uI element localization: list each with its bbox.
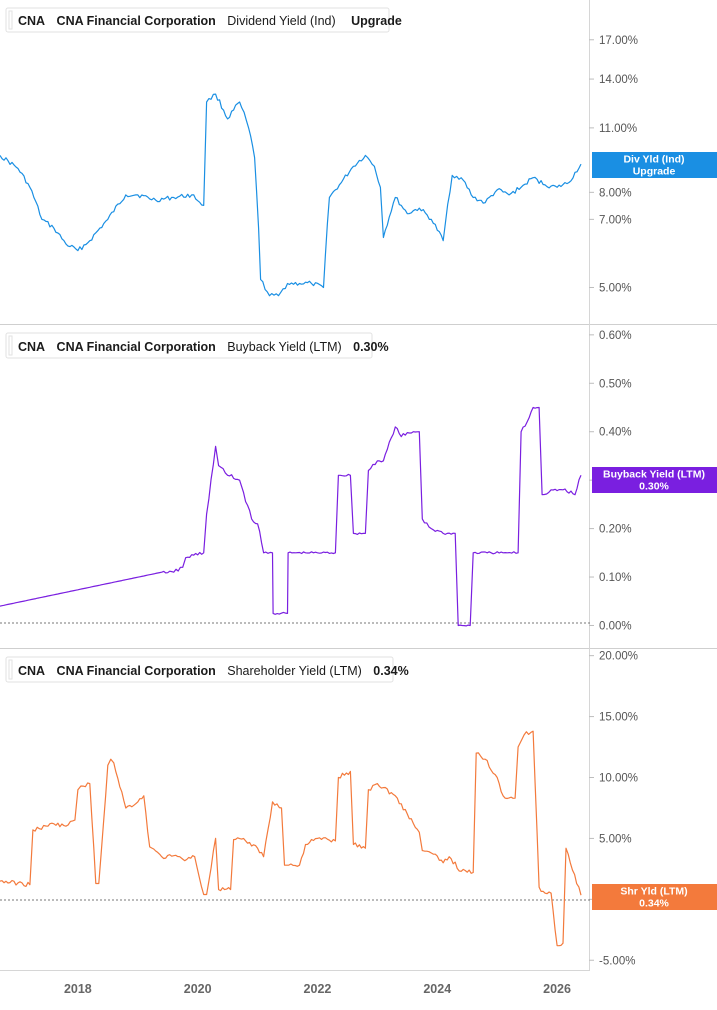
shareholder-yield-y-tick-label: 20.00% xyxy=(599,651,638,663)
buyback-yield-legend-swatch xyxy=(8,335,13,356)
buyback-yield-legend: CNA CNA Financial Corporation Buyback Yi… xyxy=(5,332,389,359)
shareholder-yield-legend-value: 0.34% xyxy=(373,664,408,678)
dividend-yield-tag-value: Upgrade xyxy=(633,166,676,178)
shareholder-yield-legend: CNA CNA Financial Corporation Shareholde… xyxy=(5,656,409,683)
svg-text:CNA CNA Financial Corp: CNA CNA Financial Corporation Shareholde… xyxy=(18,662,409,679)
shareholder-yield-y-tick-label: 15.00% xyxy=(599,712,638,724)
shareholder-yield-line xyxy=(0,730,582,947)
buyback-yield-legend-ticker: CNA xyxy=(18,340,45,354)
buyback-yield-y-tick-label: 0.00% xyxy=(599,620,632,632)
buyback-yield-y-tick-label: 0.10% xyxy=(599,572,632,584)
buyback-yield-y-tick-label: 0.40% xyxy=(599,427,632,439)
x-tick-label: 2018 xyxy=(64,982,92,996)
panel-shareholder-yield: -5.00%0.00%5.00%10.00%15.00%20.00% CNA C… xyxy=(0,651,717,967)
shareholder-yield-y-tick-label: -5.00% xyxy=(599,955,635,967)
dividend-yield-legend-company: CNA Financial Corporation xyxy=(57,14,216,28)
svg-text:CNA CNA Financial Corp: CNA CNA Financial Corporation Buyback Yi… xyxy=(18,338,389,355)
svg-text:CNA CNA Financial Corp: CNA CNA Financial Corporation Dividend Y… xyxy=(18,12,402,29)
dividend-yield-legend-swatch xyxy=(8,10,13,30)
dividend-yield-y-tick-label: 17.00% xyxy=(599,35,638,47)
shareholder-yield-legend-metric: Shareholder Yield (LTM) xyxy=(227,664,362,678)
buyback-yield-y-axis: 0.00%0.10%0.20%0.30%0.40%0.50%0.60% xyxy=(589,330,632,632)
buyback-yield-tag: Buyback Yield (LTM) 0.30% xyxy=(592,467,717,493)
dividend-yield-y-tick-label: 7.00% xyxy=(599,214,632,226)
shareholder-yield-legend-ticker: CNA xyxy=(18,664,45,678)
dividend-yield-y-tick-label: 8.00% xyxy=(599,187,632,199)
buyback-yield-legend-value: 0.30% xyxy=(353,340,388,354)
shareholder-yield-tag-value: 0.34% xyxy=(639,898,669,910)
x-axis: 2018 2020 2022 2024 2026 xyxy=(64,982,571,996)
dividend-yield-tag: Div Yld (Ind) Upgrade xyxy=(592,152,717,178)
x-tick-label: 2024 xyxy=(423,982,451,996)
buyback-yield-legend-metric: Buyback Yield (LTM) xyxy=(227,340,341,354)
buyback-yield-y-tick-label: 0.20% xyxy=(599,524,632,536)
dividend-yield-tag-label: Div Yld (Ind) xyxy=(623,154,684,166)
x-tick-label: 2022 xyxy=(304,982,332,996)
dividend-yield-y-axis: 5.00% 7.00% 8.00% 11.00% 14.00% 17.00% xyxy=(589,35,638,294)
dividend-yield-y-tick-label: 14.00% xyxy=(599,74,638,86)
shareholder-yield-legend-swatch xyxy=(8,659,13,680)
shareholder-yield-y-tick-label: 5.00% xyxy=(599,833,632,845)
dividend-yield-legend: CNA CNA Financial Corporation Dividend Y… xyxy=(5,7,402,33)
dividend-yield-legend-ticker: CNA xyxy=(18,14,45,28)
dividend-yield-y-tick-label: 5.00% xyxy=(599,282,632,294)
buyback-yield-tag-value: 0.30% xyxy=(639,481,669,493)
panel-dividend-yield: 5.00% 7.00% 8.00% 11.00% 14.00% 17.00% CNA CN… xyxy=(0,7,717,297)
dividend-yield-legend-value: Upgrade xyxy=(351,14,402,28)
shareholder-yield-tag: Shr Yld (LTM) 0.34% xyxy=(592,884,717,910)
shareholder-yield-tag-label: Shr Yld (LTM) xyxy=(620,886,687,898)
dividend-yield-legend-metric: Dividend Yield (Ind) xyxy=(227,14,335,28)
x-tick-label: 2026 xyxy=(543,982,571,996)
buyback-yield-tag-label: Buyback Yield (LTM) xyxy=(603,469,705,481)
shareholder-yield-legend-company: CNA Financial Corporation xyxy=(57,664,216,678)
buyback-yield-legend-company: CNA Financial Corporation xyxy=(57,340,216,354)
x-tick-label: 2020 xyxy=(184,982,212,996)
shareholder-yield-y-tick-label: 10.00% xyxy=(599,772,638,784)
shareholder-yield-y-axis: -5.00%0.00%5.00%10.00%15.00%20.00% xyxy=(589,651,638,967)
buyback-yield-y-tick-label: 0.60% xyxy=(599,330,632,342)
dividend-yield-line xyxy=(0,93,582,297)
buyback-yield-y-tick-label: 0.50% xyxy=(599,378,632,390)
panel-buyback-yield: 0.00% 0.10% 0.20% 0.30% 0.40% 0.50% 0.60% CNA … xyxy=(0,330,717,632)
dividend-yield-y-tick-label: 11.00% xyxy=(599,123,637,135)
buyback-yield-line xyxy=(0,406,582,627)
